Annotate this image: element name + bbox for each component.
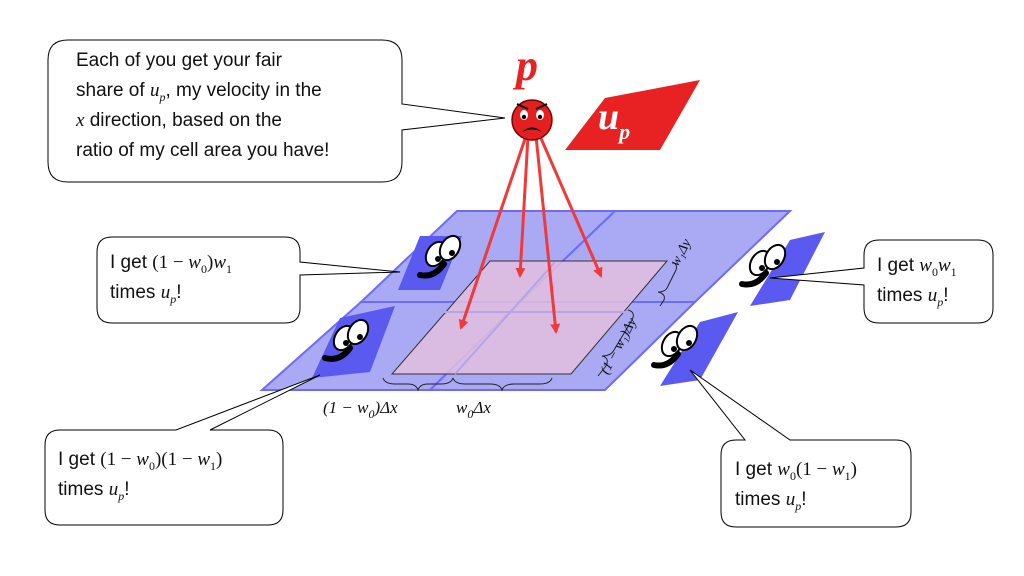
bubble-top-left	[96, 236, 401, 324]
bottom-right-speech-text: I get w0(1 − w1) times up!	[735, 459, 857, 513]
bubble-bottom-left	[44, 374, 321, 526]
particle-label: p	[516, 41, 538, 90]
brace-side-bottom	[597, 309, 634, 377]
node-bottom-right	[651, 312, 738, 386]
area-split-vertical	[454, 261, 556, 375]
particle-speech-line3: x direction, based on the	[76, 110, 282, 131]
bubble-bottom-right	[689, 369, 912, 528]
particle-speech-text: Each of you get your fair share of up, m…	[76, 46, 329, 166]
particle-speech-line2: share of up, my velocity in the	[76, 80, 322, 104]
top-right-speech-text: I get w0w1 times up!	[877, 255, 957, 309]
arrow-to-bottom-right	[534, 135, 561, 334]
particle-speech-line1: Each of you get your fair	[76, 50, 282, 71]
arrow-to-top-right	[538, 135, 603, 278]
brace-left	[382, 377, 454, 392]
bottom-left-speech-text: I get (1 − w0)(1 − w1) times up!	[58, 449, 223, 503]
node-top-left	[398, 234, 462, 290]
bubble-top-right	[769, 239, 994, 324]
dimension-left-label: (1 − w0)Δx	[323, 398, 398, 421]
brace-side-top	[657, 261, 677, 307]
face-top-left-icon	[417, 234, 462, 279]
bubble-particle	[47, 39, 506, 183]
velocity-label: up	[598, 96, 631, 144]
arrows	[458, 135, 603, 334]
top-left-speech-text: I get (1 − w0)w1 times up!	[110, 252, 232, 306]
face-bottom-left-icon	[322, 318, 370, 362]
node-top-right	[739, 232, 825, 306]
arrow-to-bottom-left	[458, 135, 528, 330]
particle-speech-line4: ratio of my cell area you have!	[76, 140, 330, 161]
flag-top-right	[750, 232, 825, 306]
face-bottom-right-icon	[651, 324, 699, 369]
particle-area	[390, 260, 669, 375]
node-bottom-left	[312, 306, 395, 378]
dimension-right-label: w0Δx	[456, 398, 491, 421]
arrow-to-top-left	[515, 135, 530, 278]
flag-bottom-right	[660, 312, 738, 386]
velocity-flag	[565, 80, 700, 150]
particle-face-icon	[511, 99, 553, 141]
face-top-right-icon	[739, 243, 787, 288]
brace-right	[452, 377, 553, 392]
